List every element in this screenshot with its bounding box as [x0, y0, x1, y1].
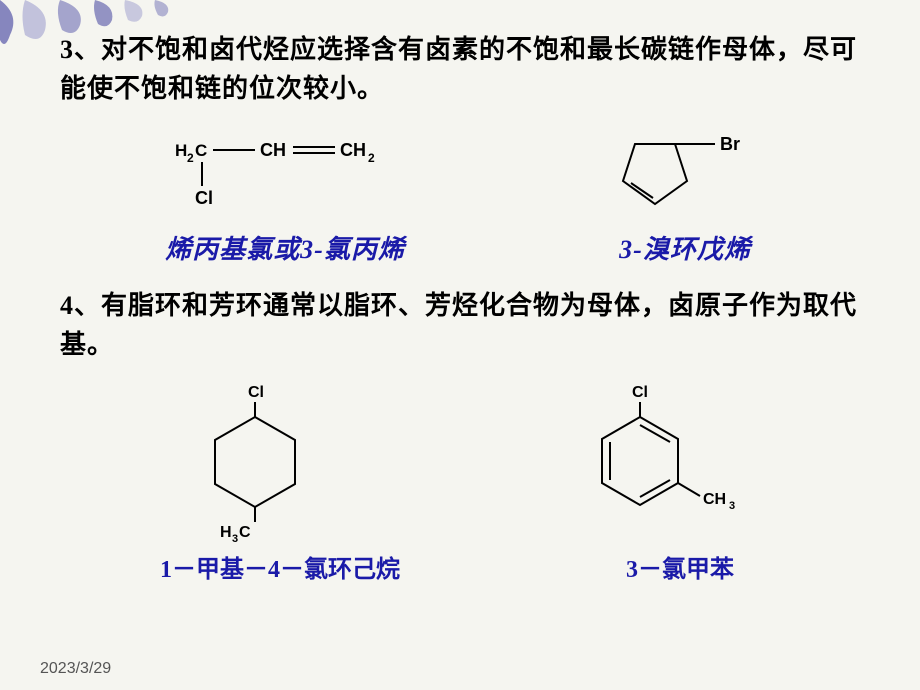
chlorotoluene-name: 3－氯甲苯 [550, 549, 810, 584]
rule4-names-row: 1－甲基－4－氯环己烷 3－氯甲苯 [60, 549, 860, 584]
rule4-text: 4、有脂环和芳环通常以脂环、芳烃化合物为母体，卤原子作为取代基。 [60, 286, 860, 364]
rule3-structures-row: H 2 C CH CH 2 Cl Br [60, 126, 860, 221]
svg-text:Br: Br [720, 134, 740, 154]
svg-text:2: 2 [368, 151, 375, 165]
svg-text:2: 2 [187, 151, 194, 165]
allyl-chloride-structure: H 2 C CH CH 2 Cl [115, 126, 435, 221]
svg-text:Cl: Cl [248, 384, 264, 401]
svg-text:3: 3 [729, 500, 735, 512]
rule3-names-row: 烯丙基氯或3-氯丙烯 3-溴环戊烯 [60, 229, 860, 266]
svg-text:C: C [239, 524, 251, 541]
chlorotoluene-structure: Cl CH 3 [510, 382, 810, 547]
bromocyclopentene-name: 3-溴环戊烯 [555, 229, 815, 266]
footer-date: 2023/3/29 [40, 660, 111, 678]
svg-text:CH: CH [260, 140, 286, 160]
svg-text:Cl: Cl [632, 384, 648, 401]
svg-text:H: H [175, 141, 187, 160]
rule4-structures-row: Cl H 3 C Cl CH [60, 382, 860, 547]
svg-text:CH: CH [703, 491, 726, 508]
svg-text:CH: CH [340, 140, 366, 160]
bromocyclopentene-structure: Br [545, 126, 805, 221]
svg-text:C: C [195, 141, 207, 160]
methylchlorocyclohexane-name: 1－甲基－4－氯环己烷 [110, 549, 450, 584]
corner-decoration [0, 0, 200, 60]
slide-content: 3、对不饱和卤代烃应选择含有卤素的不饱和最长碳链作母体，尽可能使不饱和链的位次较… [0, 0, 920, 614]
svg-text:Cl: Cl [195, 188, 213, 208]
methylchlorocyclohexane-structure: Cl H 3 C [110, 382, 410, 547]
svg-text:H: H [220, 524, 232, 541]
allyl-chloride-name: 烯丙基氯或3-氯丙烯 [105, 229, 465, 266]
svg-text:3: 3 [232, 533, 238, 542]
